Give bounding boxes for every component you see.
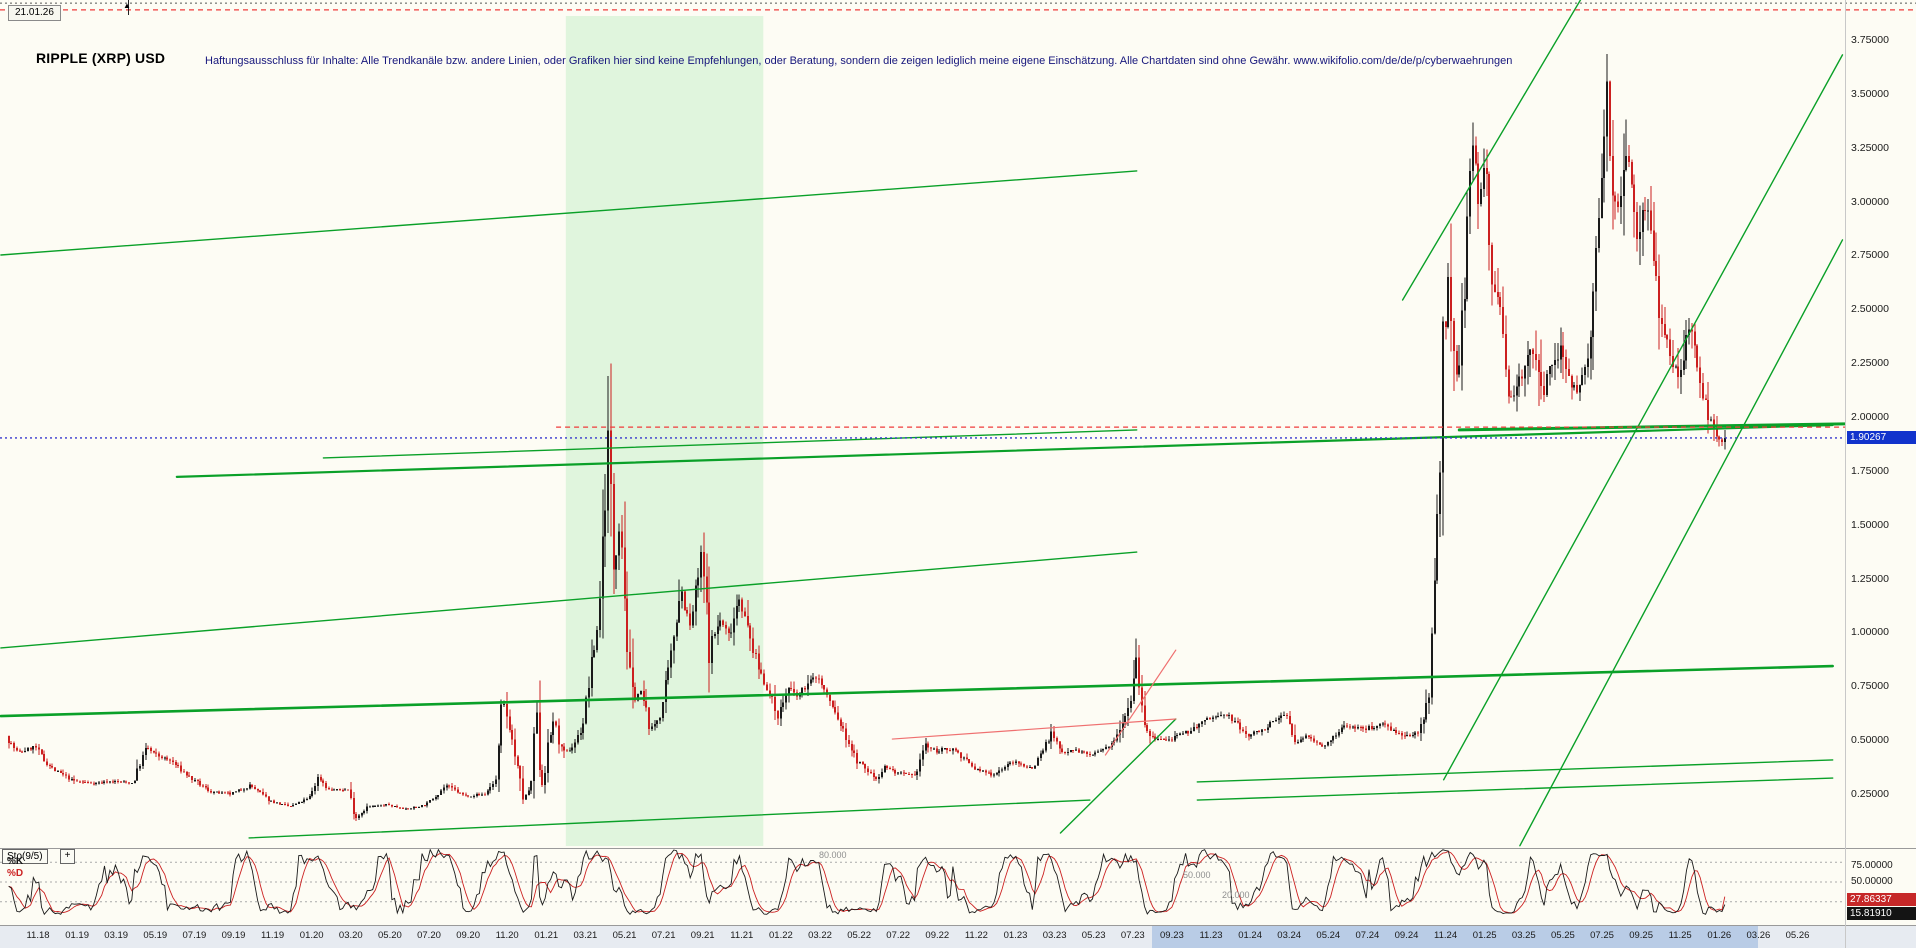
stochastic-k-line — [8, 848, 1726, 916]
price-axis-label: 3.50000 — [1851, 87, 1889, 100]
date-axis-label: 11.20 — [495, 930, 519, 941]
date-axis-label: 07.19 — [182, 930, 207, 941]
sto-level-label: 80.000 — [819, 850, 847, 861]
date-axis-label: 11.24 — [1434, 930, 1458, 941]
date-axis-label: 03.21 — [573, 930, 598, 941]
trendline[interactable] — [891, 718, 1177, 740]
date-axis-label: 09.20 — [456, 930, 480, 941]
date-axis-label: 03.23 — [1042, 930, 1067, 941]
date-axis-label: 11.21 — [730, 930, 754, 941]
last-date-label: 21.01.26 — [8, 5, 61, 21]
price-axis-label: 2.25000 — [1851, 357, 1889, 370]
date-axis-label: 09.23 — [1160, 930, 1184, 941]
date-axis-label: 03.25 — [1511, 930, 1536, 941]
trendline[interactable] — [175, 423, 1834, 478]
trendline[interactable] — [248, 799, 1091, 839]
current-price-tag: 1.90267 — [1847, 431, 1916, 444]
date-axis-label: 09.21 — [690, 930, 715, 941]
date-axis-label: 09.24 — [1394, 930, 1419, 941]
date-axis-label: 03.20 — [338, 930, 363, 941]
date-axis-label: 05.22 — [847, 930, 871, 941]
date-axis-label: 11.19 — [261, 930, 285, 941]
date-axis-label: 07.25 — [1590, 930, 1614, 941]
date-axis-label: 05.23 — [1081, 930, 1106, 941]
price-axis-label: 2.00000 — [1851, 411, 1889, 423]
trendline[interactable] — [1196, 759, 1834, 783]
date-axis-label: 07.21 — [651, 930, 676, 941]
trendline[interactable] — [0, 170, 1138, 256]
price-axis-label: 1.00000 — [1851, 626, 1889, 639]
date-axis-highlight — [1152, 926, 1758, 948]
trendline[interactable] — [1442, 54, 1844, 781]
candlestick-series — [8, 54, 1726, 822]
date-axis-label: 01.23 — [1003, 930, 1028, 941]
date-axis-label: 05.20 — [378, 930, 402, 941]
date-axis-label: 03.24 — [1277, 930, 1302, 941]
highlight-band — [565, 16, 764, 846]
price-axis-label: 1.25000 — [1851, 572, 1889, 585]
chart-title: RIPPLE (XRP) USD — [36, 50, 166, 66]
date-axis-label: 11.18 — [26, 930, 50, 941]
date-axis-label: 11.23 — [1199, 930, 1223, 941]
date-axis-label: 07.22 — [886, 930, 911, 941]
date-axis-label: 01.25 — [1472, 930, 1497, 941]
date-axis-label: 05.26 — [1785, 930, 1810, 941]
price-axis-label: 3.00000 — [1851, 195, 1889, 208]
trendline[interactable] — [1104, 649, 1177, 756]
sto-level-label: 20.000 — [1222, 889, 1250, 900]
date-axis-label: 07.23 — [1120, 930, 1145, 941]
price-axis-label: 0.25000 — [1851, 788, 1889, 800]
date-axis-label: 09.22 — [925, 930, 950, 941]
price-axis-label: 1.50000 — [1851, 518, 1889, 531]
stochastic-k-label: %K — [7, 856, 24, 867]
trendline[interactable] — [322, 429, 1138, 459]
date-axis-label: 01.26 — [1707, 930, 1732, 941]
stochastic-d-line — [8, 850, 1726, 914]
stochastic-k-value-tag: 15.81910 — [1847, 907, 1916, 920]
sto-axis-label: 75.00000 — [1851, 859, 1893, 871]
date-axis-label: 05.24 — [1316, 930, 1341, 941]
trendline[interactable] — [1519, 239, 1844, 847]
trendline[interactable] — [1401, 0, 1582, 301]
price-axis-label: 1.75000 — [1851, 464, 1889, 477]
trendline[interactable] — [1196, 777, 1834, 801]
date-axis-label: 09.25 — [1629, 930, 1653, 941]
indicator-add-button[interactable]: + — [60, 849, 75, 864]
date-axis-label: 03.19 — [104, 930, 129, 941]
date-axis-label: 01.20 — [299, 930, 324, 941]
trendline[interactable] — [0, 664, 1834, 718]
date-axis-label: 05.25 — [1551, 930, 1575, 941]
price-axis-label: 0.50000 — [1851, 734, 1889, 747]
stochastic-d-label: %D — [7, 868, 24, 879]
date-axis-label: 03.22 — [808, 930, 832, 941]
date-axis-label: 03.26 — [1746, 930, 1771, 941]
date-axis-label: 05.19 — [143, 930, 168, 941]
stochastic-d-value-tag: 27.86337 — [1847, 893, 1916, 906]
date-axis-label: 01.22 — [769, 930, 793, 941]
price-axis-label: 2.75000 — [1851, 249, 1889, 262]
date-axis-label: 05.21 — [612, 930, 637, 941]
date-axis-label: 07.20 — [417, 930, 441, 941]
disclaimer-text: Haftungsausschluss für Inhalte: Alle Tre… — [205, 55, 1513, 67]
trendline[interactable] — [1059, 718, 1177, 834]
sto-axis-label: 50.00000 — [1851, 876, 1893, 887]
price-axis-label: 3.25000 — [1851, 141, 1889, 154]
date-axis-label: 01.19 — [65, 930, 89, 941]
trendline[interactable] — [0, 551, 1138, 649]
marker-arrow-icon: ▲ — [123, 1, 131, 10]
price-axis-label: 2.50000 — [1851, 303, 1889, 316]
date-axis-label: 01.21 — [534, 930, 559, 941]
date-axis-label: 11.22 — [964, 930, 988, 941]
price-axis-label: 3.75000 — [1851, 34, 1889, 46]
date-axis-label: 01.24 — [1238, 930, 1262, 941]
date-axis-label: 09.19 — [221, 930, 246, 941]
trendline[interactable] — [1457, 422, 1846, 432]
date-axis-label: 07.24 — [1355, 930, 1380, 941]
indicator-name-label[interactable]: Sto(9/5) — [2, 849, 48, 864]
price-axis-label: 0.75000 — [1851, 680, 1889, 693]
date-axis-label: 11.25 — [1668, 930, 1692, 941]
sto-level-label: 50.000 — [1183, 870, 1211, 880]
